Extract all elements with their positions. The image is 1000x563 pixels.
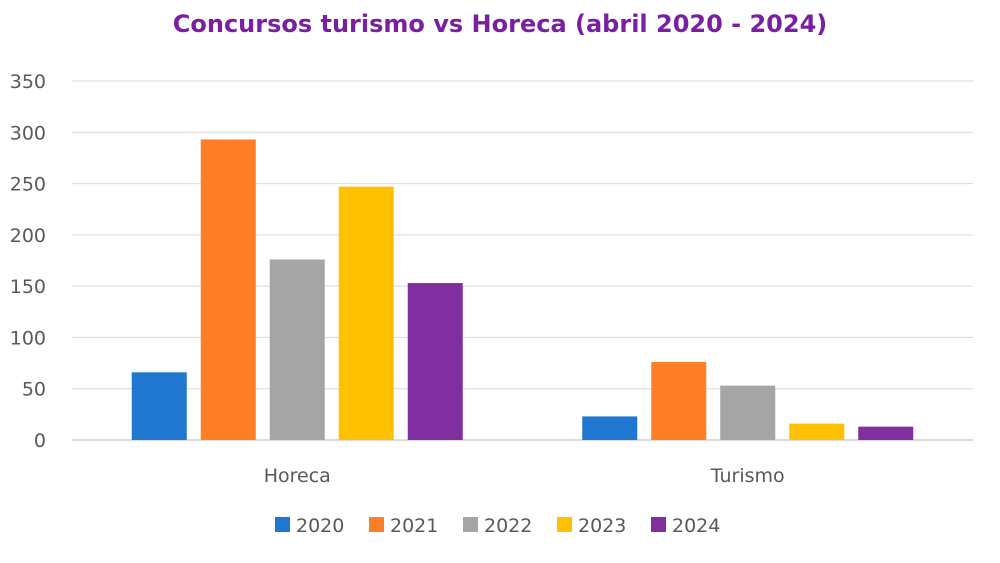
bar-turismo-2022	[720, 385, 776, 440]
legend-swatch	[275, 517, 290, 532]
legend-label: 2023	[578, 515, 626, 537]
bar-horeca-2022	[269, 259, 325, 440]
y-tick-label: 150	[10, 276, 46, 298]
legend: 2020 2021 2022 2023 2024	[275, 515, 720, 537]
legend-label: 2022	[484, 515, 532, 537]
x-category-label: Turismo	[710, 465, 785, 487]
legend-swatch	[463, 517, 478, 532]
bar-turismo-2020	[582, 416, 638, 440]
y-tick-label: 100	[10, 327, 46, 349]
chart-title: Concursos turismo vs Horeca (abril 2020 …	[172, 10, 828, 38]
y-tick-label: 350	[10, 71, 46, 93]
x-category-label: Horeca	[264, 465, 331, 487]
bar-horeca-2024	[407, 283, 463, 440]
y-tick-label: 300	[10, 122, 46, 144]
legend-swatch	[369, 517, 384, 532]
bar-horeca-2023	[338, 186, 394, 440]
bars	[131, 139, 914, 441]
bar-turismo-2021	[651, 362, 707, 440]
y-tick-label: 250	[10, 174, 46, 196]
legend-label: 2021	[390, 515, 438, 537]
legend-label: 2024	[672, 515, 720, 537]
y-tick-label: 200	[10, 225, 46, 247]
bar-horeca-2021	[200, 139, 256, 441]
bar-turismo-2024	[858, 426, 914, 440]
y-tick-label: 0	[34, 430, 46, 452]
bar-horeca-2020	[131, 372, 187, 440]
legend-swatch	[651, 517, 666, 532]
bar-turismo-2023	[789, 423, 845, 440]
y-tick-label: 50	[22, 379, 46, 401]
legend-label: 2020	[296, 515, 344, 537]
legend-swatch	[557, 517, 572, 532]
y-axis-ticks: 0 50 100 150 200 250 300 350	[10, 71, 46, 452]
x-axis: Horeca Turismo	[264, 465, 785, 487]
